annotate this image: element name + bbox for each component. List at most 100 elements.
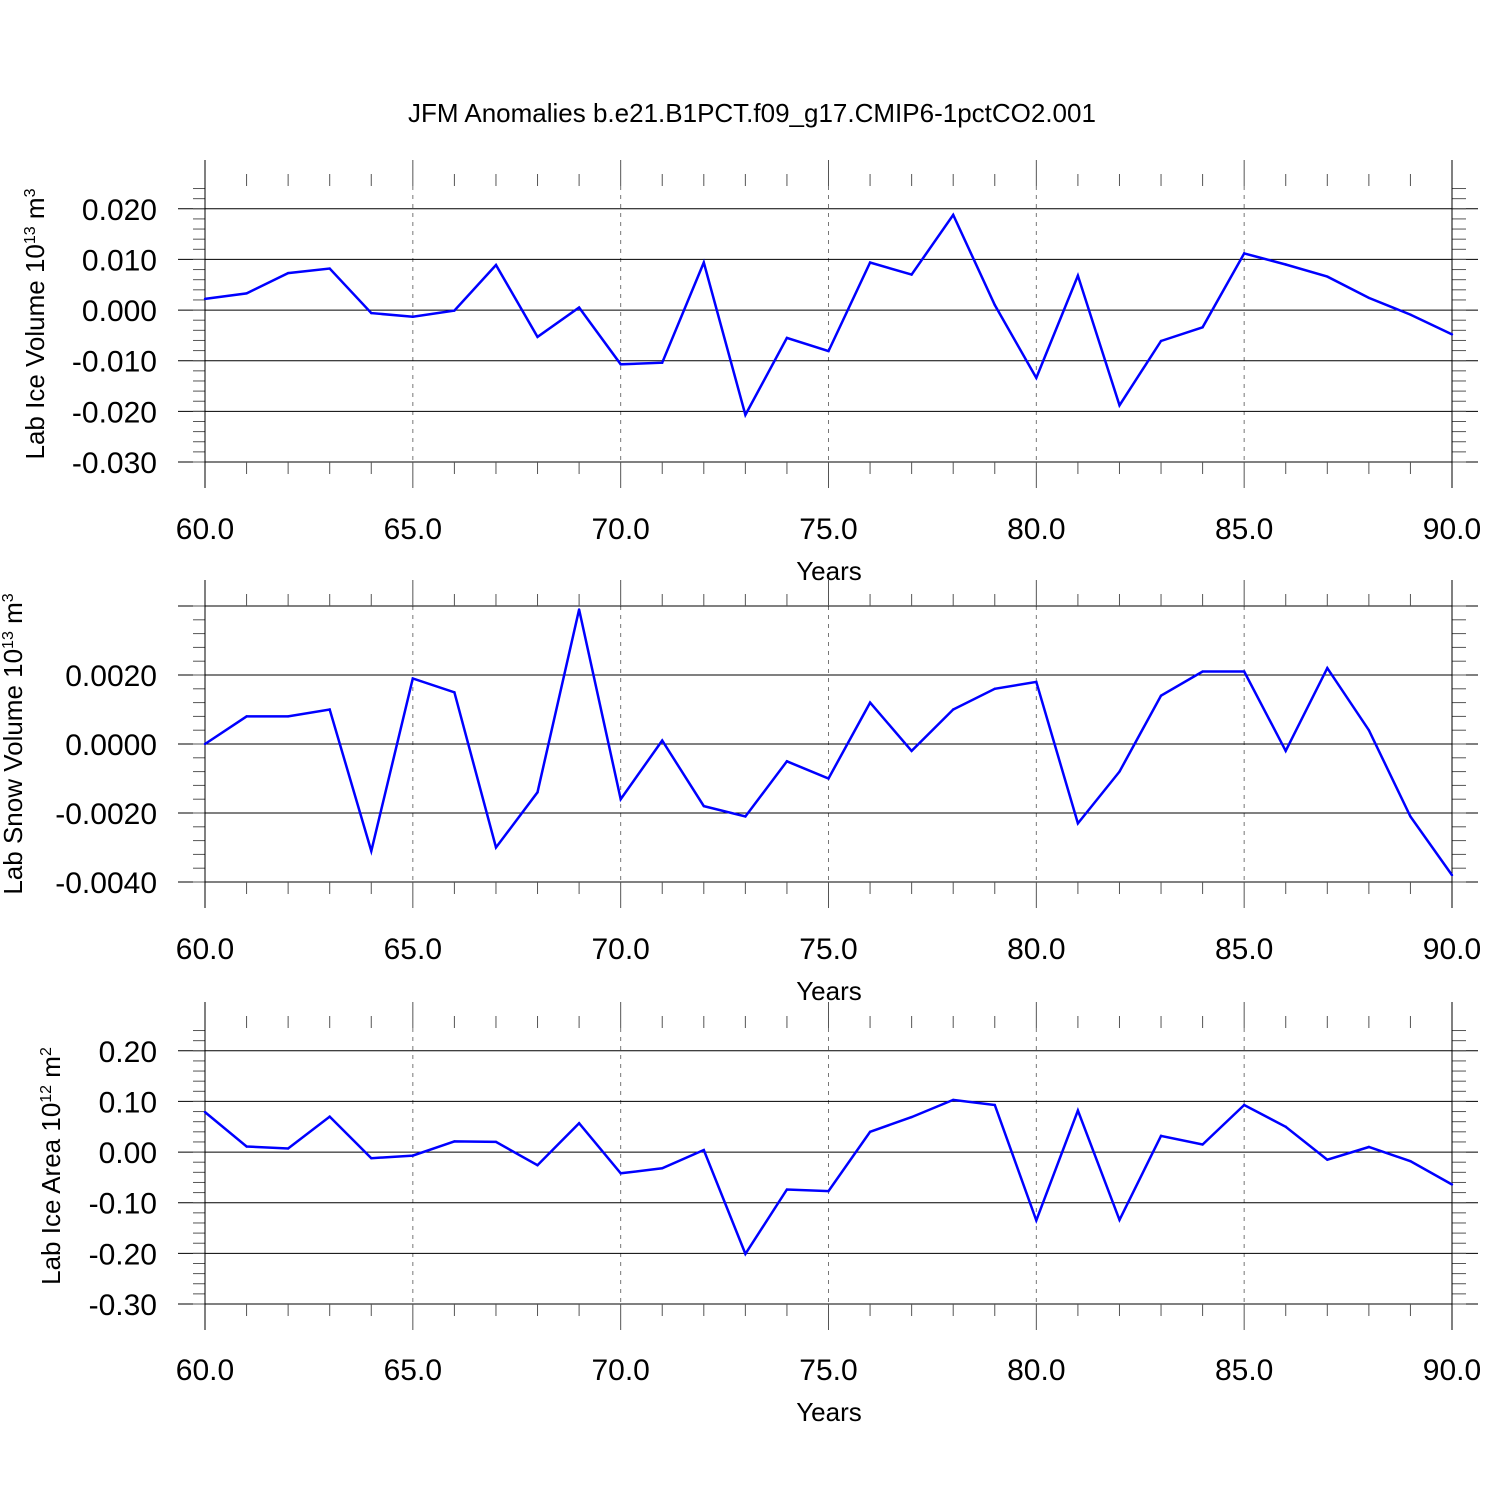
x-tick-label: 80.0 — [1007, 933, 1065, 966]
data-point — [619, 798, 622, 801]
data-point — [1118, 770, 1121, 773]
series-line — [204, 1098, 1453, 1257]
data-point — [952, 708, 955, 711]
data-point — [536, 335, 539, 339]
x-tick-label: 85.0 — [1215, 1354, 1273, 1387]
data-point — [203, 1110, 207, 1114]
data-point — [370, 1156, 373, 1160]
data-point — [744, 1252, 747, 1256]
data-point — [1035, 1219, 1038, 1222]
x-tick-label: 65.0 — [384, 1354, 442, 1387]
data-point — [868, 701, 872, 704]
data-point — [577, 608, 581, 611]
data-point — [1242, 1103, 1246, 1107]
data-point — [661, 739, 664, 742]
data-point — [494, 263, 498, 267]
data-point — [370, 849, 373, 853]
y-tick-label: 0.0020 — [65, 660, 157, 693]
data-point — [952, 213, 955, 217]
x-tick-label: 75.0 — [799, 1354, 857, 1387]
data-point — [1326, 1158, 1329, 1161]
data-point — [328, 267, 331, 270]
y-tick-label: -0.030 — [72, 447, 157, 480]
y-label-superscript: 12 — [38, 1085, 55, 1103]
data-point — [1201, 326, 1204, 329]
y-label-text: Lab Ice Volume 10 — [20, 244, 50, 459]
data-point — [661, 1167, 664, 1170]
data-point — [785, 760, 789, 763]
y-tick-label: -0.0040 — [55, 867, 157, 900]
data-point — [1159, 339, 1163, 343]
x-axis-label: Years — [796, 976, 862, 1006]
x-tick-label: 90.0 — [1423, 1354, 1481, 1387]
panels: -0.030 -0.020 -0.010 0.000 0.010 0.020 60.0 65.… — [0, 160, 1481, 1427]
data-point — [536, 791, 539, 794]
data-point — [702, 261, 705, 264]
data-point — [702, 1148, 705, 1152]
data-point — [1326, 666, 1329, 670]
data-point — [827, 1189, 830, 1193]
x-tick-label: 65.0 — [384, 933, 442, 966]
data-point — [1118, 1218, 1121, 1222]
x-tick-label: 90.0 — [1423, 933, 1481, 966]
data-point — [411, 315, 415, 318]
data-point — [993, 303, 996, 307]
data-point — [1367, 1145, 1371, 1149]
data-point — [1450, 333, 1454, 336]
data-point — [1284, 263, 1287, 266]
data-point — [411, 677, 415, 680]
data-point — [1450, 1183, 1454, 1186]
y-label-superscript: 13 — [0, 631, 17, 649]
data-point — [1201, 1143, 1204, 1146]
y-tick-label: 0.0000 — [65, 729, 157, 762]
y-label-superscript: 13 — [22, 226, 39, 244]
y-label-text: Lab Ice Area 10 — [36, 1103, 66, 1285]
data-point — [577, 1122, 581, 1125]
x-tick-label: 85.0 — [1215, 513, 1273, 546]
data-point — [785, 336, 789, 340]
y-label-superscript: 2 — [38, 1047, 55, 1056]
data-point — [1035, 680, 1038, 684]
x-tick-label: 60.0 — [176, 1354, 234, 1387]
data-point — [744, 413, 747, 417]
y-label-text: m — [0, 602, 28, 631]
panel-ice-volume: -0.030 -0.020 -0.010 0.000 0.010 0.020 60.0 65.… — [20, 160, 1481, 586]
data-point — [286, 271, 290, 275]
y-label-text: m — [36, 1056, 66, 1085]
x-tick-label: 90.0 — [1423, 513, 1481, 546]
data-point — [1284, 1125, 1287, 1128]
data-point — [702, 804, 705, 808]
data-point — [952, 1098, 955, 1102]
data-point — [1284, 749, 1287, 753]
data-point — [1367, 729, 1371, 732]
y-axis-label: Lab Snow Volume 1013 m3 — [0, 593, 28, 894]
y-tick-label: -0.0020 — [55, 798, 157, 831]
data-point — [1409, 815, 1412, 818]
y-tick-label: 0.010 — [82, 244, 157, 277]
x-tick-label: 60.0 — [176, 933, 234, 966]
data-point — [868, 261, 872, 264]
data-point — [286, 715, 290, 718]
data-point — [993, 687, 996, 690]
data-point — [1242, 670, 1246, 673]
y-tick-label: 0.20 — [99, 1036, 157, 1069]
data-point — [286, 1147, 290, 1150]
data-point — [328, 1115, 331, 1118]
x-tick-label: 80.0 — [1007, 1354, 1065, 1387]
x-tick-label: 70.0 — [591, 1354, 649, 1387]
data-point — [1159, 694, 1163, 697]
x-tick-label: 70.0 — [591, 513, 649, 546]
data-point — [411, 1154, 415, 1157]
data-point — [1409, 313, 1412, 316]
data-point — [1076, 274, 1080, 277]
data-point — [827, 777, 830, 780]
data-point — [245, 1145, 248, 1148]
x-axis-label: Years — [796, 1397, 862, 1427]
data-point — [1035, 376, 1038, 380]
data-point — [1242, 252, 1246, 255]
y-label-text: Lab Snow Volume 10 — [0, 649, 28, 895]
x-tick-label: 75.0 — [799, 933, 857, 966]
data-point — [494, 846, 498, 849]
data-point — [245, 715, 248, 718]
y-label-text: m — [20, 197, 50, 226]
